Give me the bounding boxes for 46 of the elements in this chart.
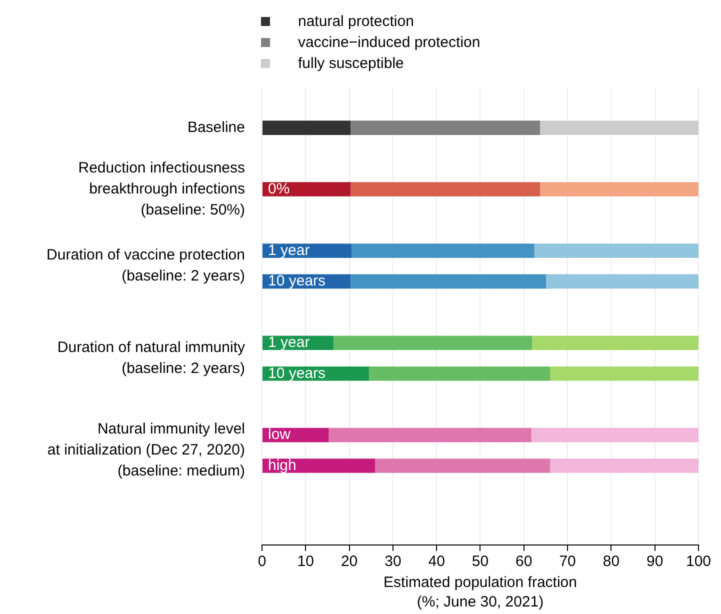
x-tick-label: 30 [384,553,402,570]
x-tick-label: 40 [428,553,445,570]
bar [262,182,351,196]
x-tick-label: 10 [297,553,314,570]
bar [540,120,698,135]
bar [328,428,532,442]
bar [350,182,540,196]
bar [546,274,698,289]
x-tick-label: 80 [602,553,620,570]
text: Duration of vaccine protection (baseline: 2 years) [46,246,245,285]
bar [375,458,550,473]
bar [350,274,546,289]
x-tick-label: 90 [646,553,664,570]
x-tick-label: 0 [258,553,266,570]
bar [368,366,550,381]
x-tick-label: 100 [686,553,711,570]
x-tick-label: 70 [559,553,576,570]
bar [550,366,698,381]
bar [334,336,532,350]
bar [532,336,698,350]
text: Natural immunity level at initialization (Dec 27, 2020) (baseline: medium) [47,420,246,480]
legend-label: fully susceptible [298,54,404,74]
bar [351,244,534,258]
bar [540,182,698,196]
y-tick-label: 1 year [268,334,310,352]
bar [550,458,698,473]
text: Duration of natural immunity (baseline: 2 years) [57,338,246,377]
y-tick-label: 10 years [268,364,326,382]
y-tick-label: high [268,456,296,474]
bar [531,428,698,442]
bar [262,120,351,135]
y-tick-label: 1 year [268,242,310,259]
x-axis-title: Estimated population fraction (%; June 30, 2021) [384,574,577,610]
y-tick-label: 10 years [268,272,326,290]
bar [350,120,540,135]
y-tick-label: 0% [268,180,290,198]
text: Baseline [187,118,245,136]
bar [534,244,698,258]
legend-label: vaccine−induced protection [298,33,480,53]
x-tick-label: 60 [516,553,532,570]
legend-label: natural protection [298,12,414,32]
x-tick-label: 50 [472,553,489,570]
y-tick-label: low [268,426,291,444]
text: Reduction infectiousness breakthrough infections (baseline: 50%) [78,159,245,218]
x-tick-label: 20 [340,553,358,570]
bar [262,458,376,473]
